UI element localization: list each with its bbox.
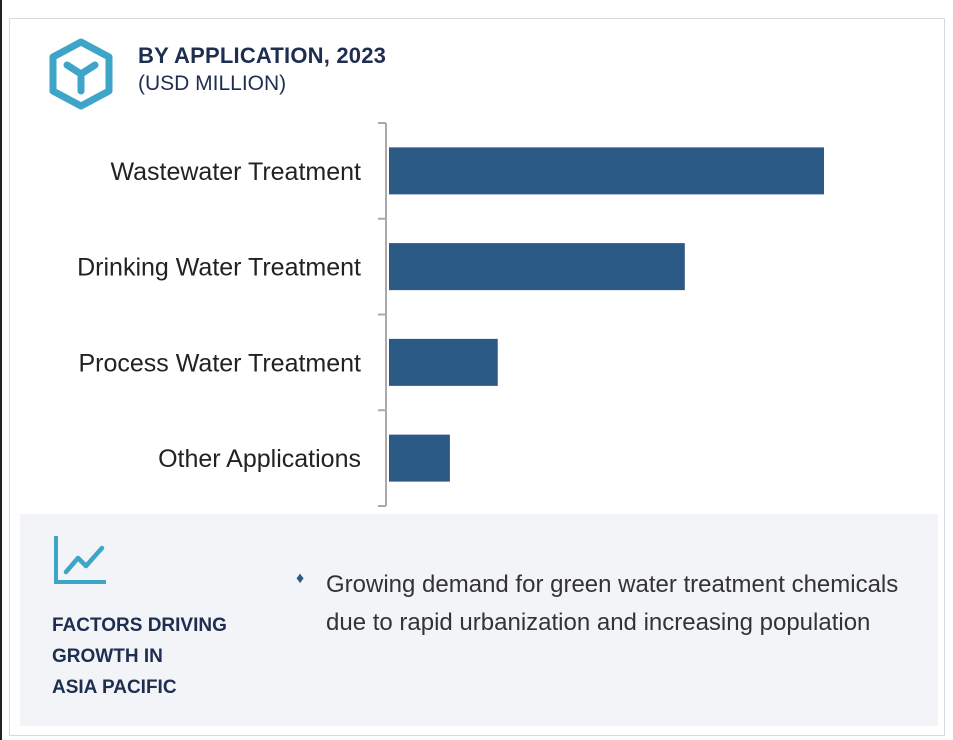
- factors-title-line: ASIA PACIFIC: [52, 677, 177, 698]
- left-edge-line: [0, 0, 2, 740]
- diamond-bullet-icon: ♦: [296, 570, 305, 587]
- trend-chart-icon: [54, 536, 106, 584]
- category-label: Drinking Water Treatment: [77, 254, 361, 282]
- hexagon-y-logo-icon: [49, 38, 113, 110]
- bar-chart: Wastewater Treatment Drinking Water Treat…: [77, 122, 824, 507]
- factors-title: FACTORS DRIVING GROWTH IN ASIA PACIFIC: [52, 610, 292, 703]
- factors-title-line: GROWTH IN: [52, 646, 163, 667]
- bar: [389, 434, 450, 482]
- category-label: Process Water Treatment: [79, 349, 362, 377]
- bar: [389, 338, 498, 386]
- category-label: Other Applications: [158, 445, 361, 473]
- category-label: Wastewater Treatment: [110, 158, 361, 186]
- bar: [389, 243, 685, 291]
- chart-title: BY APPLICATION, 2023: [138, 43, 387, 68]
- chart-subtitle: (USD MILLION): [138, 72, 287, 95]
- bar: [389, 147, 824, 195]
- factors-title-line: FACTORS DRIVING: [52, 615, 227, 636]
- factor-item: Growing demand for green water treatment…: [326, 571, 899, 636]
- factors-panel: [20, 514, 938, 726]
